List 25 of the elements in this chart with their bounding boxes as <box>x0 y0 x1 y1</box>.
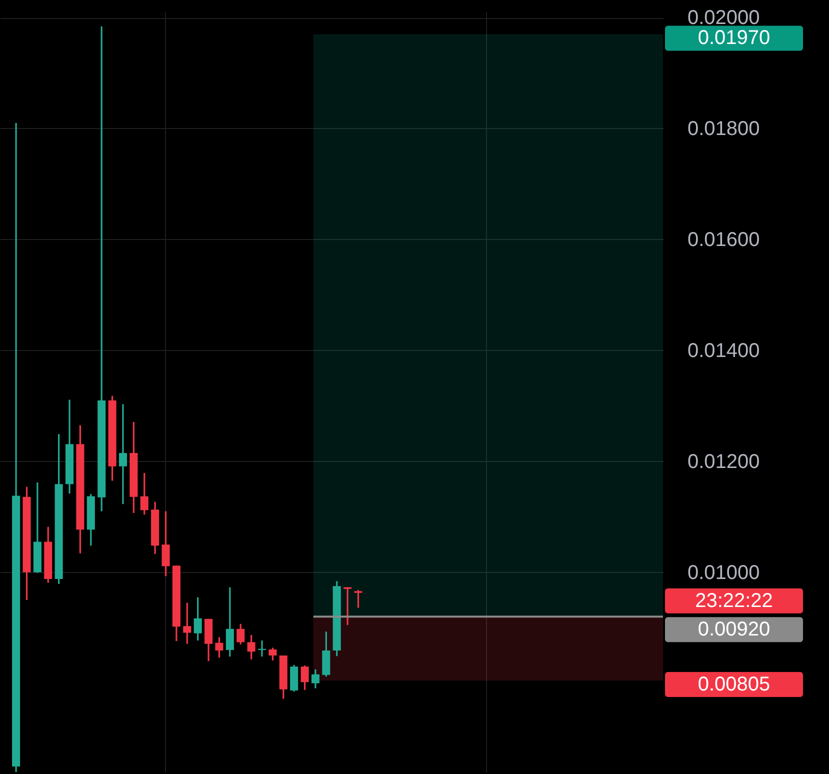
candlestick <box>183 602 192 645</box>
candlestick <box>344 586 352 626</box>
candlestick <box>268 646 277 662</box>
y-tick-label: 0.01600 <box>688 228 760 251</box>
y-tick-label: 0.02000 <box>688 7 760 30</box>
y-tick-label: 0.01400 <box>688 340 760 362</box>
candlestick <box>118 403 127 505</box>
band-label: 0.00805 <box>698 673 770 696</box>
ref-line-label: 0.00920 <box>698 618 770 641</box>
candlestick <box>300 664 309 691</box>
candlestick <box>215 636 224 659</box>
candlestick <box>226 586 234 658</box>
y-tick-label: 0.01000 <box>688 562 760 584</box>
candlestick <box>247 634 256 660</box>
candlestick <box>236 623 245 646</box>
y-tick-label: 0.01800 <box>688 118 760 140</box>
candlestick <box>140 472 148 516</box>
candlestick <box>194 596 202 642</box>
candlestick <box>162 510 170 577</box>
candlestick <box>311 668 320 690</box>
candlestick <box>290 664 298 692</box>
y-tick-label: 0.01200 <box>688 450 760 473</box>
text: 23:22:22 <box>695 590 773 612</box>
band-label: 0.01970 <box>698 27 770 50</box>
candlestick <box>354 589 362 609</box>
